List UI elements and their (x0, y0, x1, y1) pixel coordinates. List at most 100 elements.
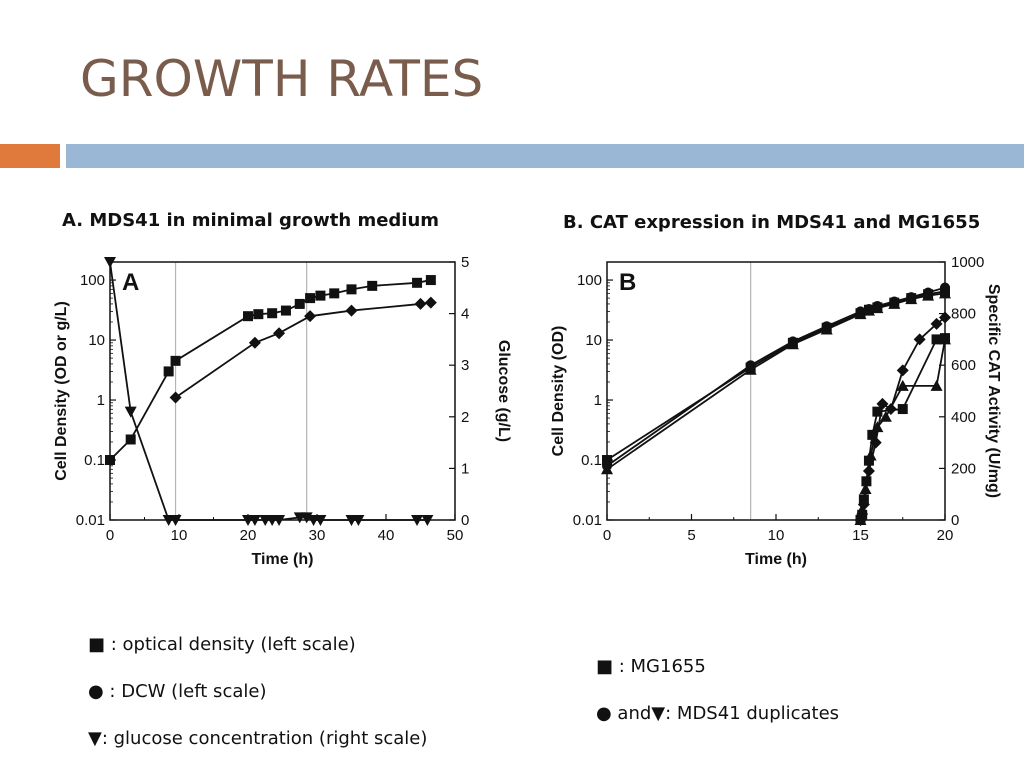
y2-tick-label: 5 (461, 254, 469, 271)
data-point-triangle-up (922, 289, 935, 301)
x-axis-label: Time (h) (745, 551, 807, 568)
y2-tick-label: 800 (951, 306, 976, 323)
plot-frame (109, 261, 456, 521)
data-point-diamond (273, 327, 286, 340)
data-point-square (367, 280, 378, 291)
panel-letter: B (619, 269, 636, 296)
data-point-triangle-up (856, 503, 869, 515)
data-point-square (425, 275, 436, 286)
y2-tick-label: 200 (951, 460, 976, 477)
chart-panel-b: 0 5 10 15 200.010.111010002004006008001000Ti… (550, 254, 1002, 568)
y-tick-label: 1 (594, 392, 602, 409)
data-point-square (267, 308, 278, 319)
y2-tick-label: 4 (461, 306, 469, 323)
data-point-square (280, 305, 291, 316)
data-point-triangle-up (871, 421, 884, 433)
x-tick-label: 20 (240, 527, 257, 544)
series-1 (169, 296, 437, 404)
data-point-square (872, 406, 883, 417)
data-point-diamond (913, 333, 926, 346)
y-tick-label: 0.1 (84, 452, 105, 469)
x-tick-label: 0 (603, 527, 611, 544)
data-point-diamond (414, 297, 427, 310)
x-tick-label: 5 (687, 527, 695, 544)
data-point-triangle-down (352, 515, 365, 526)
series-line (606, 292, 946, 471)
series-2 (601, 287, 951, 475)
y-tick-label: 10 (88, 332, 105, 349)
data-point-square (163, 366, 174, 377)
slide-title: GROWTH RATES (80, 50, 484, 108)
data-point-diamond (169, 391, 182, 404)
series-0 (105, 275, 436, 466)
y-tick-label: 0.1 (581, 452, 602, 469)
data-point-triangle-down (248, 515, 261, 526)
y2-tick-label: 1 (461, 460, 469, 477)
y-tick-label: 0.01 (76, 512, 105, 529)
legend-a-circle: ● : DCW (left scale) (88, 681, 267, 702)
series-3 (855, 333, 950, 525)
data-point-square (305, 293, 316, 304)
y2-axis-label: Specific CAT Activity (U/mg) (985, 284, 1002, 498)
y-axis-label: Cell Density (OD) (550, 326, 567, 457)
data-point-triangle-down (124, 406, 137, 418)
series-5 (854, 333, 951, 525)
data-point-square (602, 455, 612, 466)
data-point-square (315, 290, 326, 301)
data-point-triangle-up (871, 302, 884, 314)
data-point-triangle-up (939, 333, 951, 345)
data-point-diamond (930, 317, 943, 330)
data-point-square (931, 334, 942, 345)
y-axis-label: Cell Density (OD or g/L) (53, 301, 70, 481)
x-tick-label: 10 (768, 527, 785, 544)
series-line (109, 279, 432, 461)
x-tick-label: 20 (937, 527, 954, 544)
series-1 (602, 282, 950, 471)
data-point-diamond (345, 304, 358, 317)
data-point-triangle-down (169, 515, 182, 526)
data-point-square (253, 309, 264, 320)
data-point-diamond (304, 310, 317, 323)
panel-a-title: A. MDS41 in minimal growth medium (62, 210, 440, 231)
series-2 (104, 257, 434, 526)
y2-tick-label: 400 (951, 409, 976, 426)
data-point-square (412, 277, 423, 288)
panel-letter: A (122, 269, 139, 296)
data-point-triangle-up (786, 338, 799, 350)
legend-a-triangle: ▼: glucose concentration (right scale) (88, 728, 428, 749)
x-tick-label: 30 (309, 527, 326, 544)
data-point-triangle-up (854, 514, 867, 525)
data-point-square (125, 434, 136, 445)
data-point-square (105, 455, 115, 466)
x-axis-label: Time (h) (252, 551, 314, 568)
chart-panel-a: 0 10 20 30 40 50 0.01 0.1 1 10 100 0 1 2 3 4 5 Time (h) Ce… (53, 254, 512, 568)
y-tick-label: 10 (585, 332, 602, 349)
series-line (606, 286, 946, 467)
y2-tick-label: 1000 (951, 254, 984, 271)
data-point-square (170, 355, 181, 366)
x-tick-label: 50 (447, 527, 464, 544)
data-point-diamond (424, 296, 437, 309)
y2-tick-label: 600 (951, 357, 976, 374)
y2-tick-label: 0 (951, 512, 959, 529)
data-point-square (346, 284, 357, 295)
data-point-diamond (939, 311, 951, 324)
series-0 (602, 286, 950, 466)
data-point-square (243, 311, 253, 322)
data-point-triangle-down (273, 515, 286, 526)
y-tick-label: 1 (97, 392, 105, 409)
x-tick-label: 40 (378, 527, 395, 544)
legend-b-circle-triangle: ● and▼: MDS41 duplicates (596, 703, 840, 724)
data-point-square (897, 404, 908, 415)
y-tick-label: 100 (80, 272, 105, 289)
accent-bar-orange (0, 144, 60, 168)
data-point-square (867, 429, 878, 440)
data-point-diamond (876, 397, 889, 410)
y-tick-label: 100 (577, 272, 602, 289)
data-point-triangle-up (939, 287, 951, 299)
data-point-triangle-down (421, 515, 434, 526)
y2-tick-label: 3 (461, 357, 469, 374)
legend-b-square: ■ : MG1655 (596, 656, 706, 677)
data-point-triangle-down (104, 257, 116, 268)
data-point-triangle-up (930, 379, 943, 391)
